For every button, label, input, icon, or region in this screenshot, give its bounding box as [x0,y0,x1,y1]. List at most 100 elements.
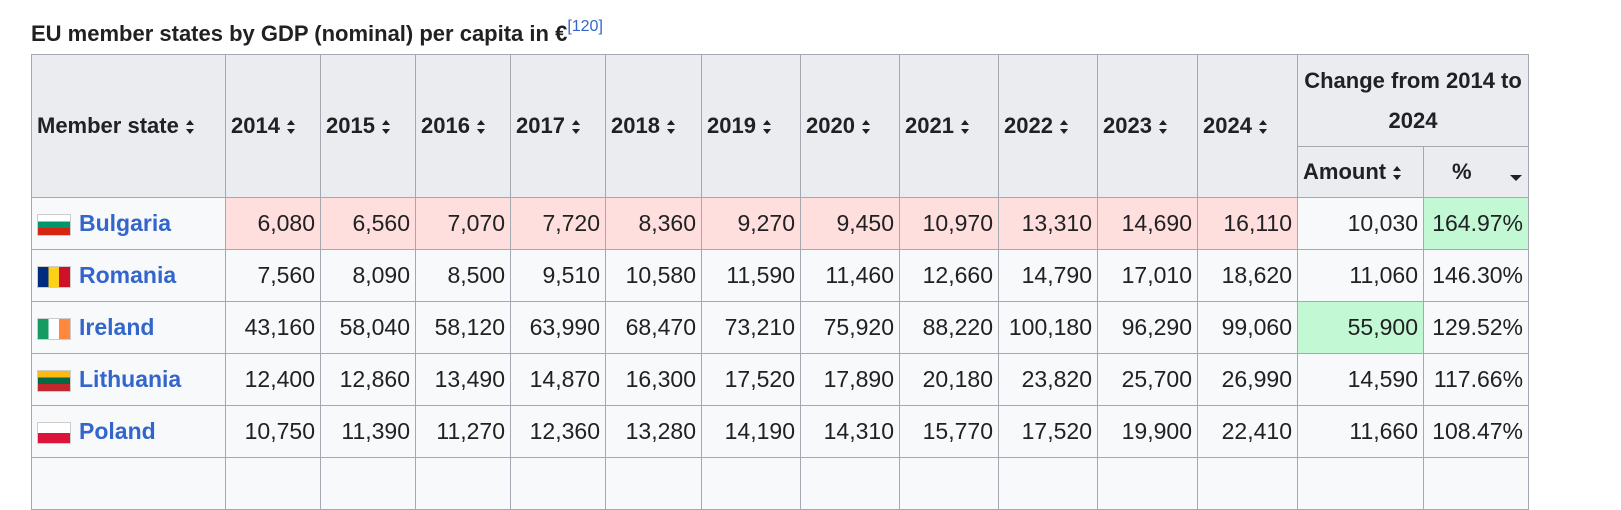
gdp-cell: 17,890 [800,353,900,406]
sortable-header[interactable]: Amount [1297,146,1424,198]
sort-icon [1059,120,1069,135]
sortable-header[interactable]: % [1422,146,1530,198]
state-cell: Romania [31,249,226,302]
sortable-header[interactable]: 2019 [701,54,801,198]
sortable-header[interactable]: 2020 [800,54,900,198]
sort-icon [762,120,772,135]
gdp-cell: 9,270 [701,197,801,250]
gdp-cell: 23,820 [998,353,1098,406]
gdp-cell: 16,110 [1197,197,1298,250]
flag-icon [37,369,71,392]
gdp-cell: 100,180 [998,301,1098,354]
table-row: Ireland 43,160 58,040 58,120 63,990 68,470 73,… [31,301,1530,354]
state-cell: Lithuania [31,353,226,406]
header-row: Amount% [32,146,1530,198]
amount-cell: 14,590 [1297,353,1424,406]
header-text: 2023 [1103,113,1152,138]
gdp-cell: 6,080 [225,197,321,250]
gdp-cell: 13,490 [415,353,511,406]
country-link[interactable]: Lithuania [79,366,182,392]
country-link[interactable]: Ireland [79,314,155,340]
sortable-header[interactable]: 2024 [1197,54,1298,198]
sortable-header[interactable]: 2017 [510,54,606,198]
sort-icon [571,120,581,135]
sort-icon [861,120,871,135]
gdp-cell: 14,870 [510,353,606,406]
header-text: % [1452,159,1472,184]
state-cell: Ireland [31,301,226,354]
gdp-cell: 20,180 [899,353,999,406]
gdp-cell: 10,750 [225,405,321,458]
header-text: 2015 [326,113,375,138]
sortable-header[interactable]: 2016 [415,54,511,198]
table-caption: EU member states by GDP (nominal) per ca… [31,14,1528,54]
table-row: Lithuania 12,400 12,860 13,490 14,870 16,300 1… [31,353,1530,406]
gdp-cell: 15,770 [899,405,999,458]
gdp-cell: 11,390 [320,405,416,458]
reference[interactable]: [120] [567,18,603,35]
caption-title: EU member states by GDP (nominal) per ca… [31,21,568,46]
flag-icon [37,265,71,288]
page: EU member states by GDP (nominal) per ca… [31,14,1530,510]
header-text: 2017 [516,113,565,138]
gdp-cell: 96,290 [1097,301,1198,354]
gdp-cell: 7,720 [510,197,606,250]
header-text: 2016 [421,113,470,138]
sort-icon [476,120,486,135]
gdp-cell: 25,700 [1097,353,1198,406]
gdp-cell: 14,190 [701,405,801,458]
header-text: 2019 [707,113,756,138]
gdp-cell: 26,990 [1197,353,1298,406]
amount-cell: 11,060 [1297,249,1424,302]
percent-cell: 108.47% [1422,405,1530,458]
gdp-cell: 68,470 [605,301,702,354]
percent-cell: 117.66% [1422,353,1530,406]
gdp-cell: 6,560 [320,197,416,250]
table-row: Poland 10,750 11,390 11,270 12,360 13,280 14,1… [31,405,1530,458]
gdp-cell: 88,220 [899,301,999,354]
gdp-cell: 10,970 [899,197,999,250]
sort-icon [185,120,195,135]
header-text: 2022 [1004,113,1053,138]
flag-icon [37,421,71,444]
gdp-cell: 7,560 [225,249,321,302]
gdp-cell: 17,010 [1097,249,1198,302]
header-text: 2014 [231,113,280,138]
sort-icon [960,120,970,135]
sortable-header[interactable]: 2021 [899,54,999,198]
table-row: Bulgaria 6,080 6,560 7,070 7,720 8,360 9,270 9,… [31,197,1530,250]
sort-icon [1509,171,1523,185]
flag-icon [37,213,71,236]
sortable-header[interactable]: 2023 [1097,54,1198,198]
header-text: 2018 [611,113,660,138]
sortable-header[interactable]: 2022 [998,54,1098,198]
country-link[interactable]: Poland [79,418,156,444]
gdp-cell: 12,860 [320,353,416,406]
gdp-cell: 8,500 [415,249,511,302]
gdp-cell: 13,310 [998,197,1098,250]
percent-cell: 146.30% [1422,249,1530,302]
gdp-cell: 11,460 [800,249,900,302]
gdp-cell: 58,120 [415,301,511,354]
gdp-cell: 9,510 [510,249,606,302]
gdp-cell: 14,690 [1097,197,1198,250]
gdp-table: Member state 2014 2015 2016 2017 2018 2019 2020… [31,54,1530,510]
amount-cell: 55,900 [1297,301,1424,354]
gdp-cell: 43,160 [225,301,321,354]
country-link[interactable]: Bulgaria [79,210,172,236]
gdp-cell: 73,210 [701,301,801,354]
country-link[interactable]: Romania [79,262,177,288]
sortable-header[interactable]: 2018 [605,54,702,198]
header-text: 2024 [1203,113,1252,138]
gdp-cell: 12,400 [225,353,321,406]
gdp-cell: 11,590 [701,249,801,302]
sortable-header[interactable]: 2015 [320,54,416,198]
gdp-cell: 19,900 [1097,405,1198,458]
sort-icon [666,120,676,135]
gdp-cell: 12,360 [510,405,606,458]
sortable-header[interactable]: 2014 [225,54,321,198]
gdp-cell: 9,450 [800,197,900,250]
sortable-header[interactable]: Member state [31,54,226,198]
gdp-cell: 17,520 [998,405,1098,458]
gdp-cell: 8,090 [320,249,416,302]
